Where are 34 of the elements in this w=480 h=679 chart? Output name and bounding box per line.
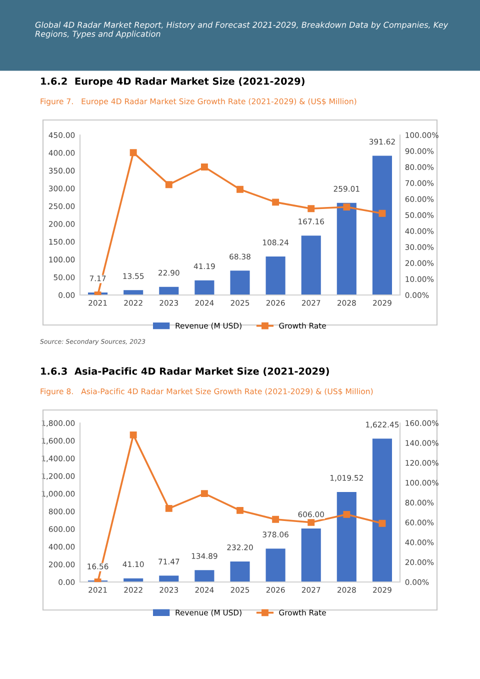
point [272, 516, 280, 523]
point [236, 186, 244, 193]
bar [266, 548, 286, 582]
point [343, 510, 350, 518]
bar [336, 492, 356, 582]
point [308, 205, 315, 212]
bar [230, 561, 250, 582]
point [378, 520, 386, 527]
point [130, 431, 137, 438]
bar [372, 438, 392, 582]
point [200, 490, 208, 498]
point [165, 504, 172, 512]
point [200, 164, 208, 170]
bar [336, 202, 356, 295]
text: Global 4D Radar Market Report, History and Forecast 2021-2029, Breakdown Data by Companies, Key Regions, Types and Application [35, 22, 448, 38]
point [308, 518, 315, 526]
bar [230, 270, 250, 295]
bar [301, 528, 321, 582]
bar [372, 156, 392, 295]
text: 1.6.2 Europe 4D Radar Market Size (2021-2029) [41, 77, 304, 87]
text: 1.6.3 Asia-Pacific 4D Radar Market Size (2021-2029) [41, 367, 329, 376]
bar [266, 256, 286, 295]
bar [159, 576, 179, 582]
point [165, 181, 172, 188]
bar [194, 280, 214, 295]
bar [124, 290, 144, 295]
bar [194, 570, 214, 582]
bar [301, 236, 321, 295]
point [378, 210, 386, 217]
point [343, 204, 350, 210]
point [130, 149, 137, 156]
point [272, 198, 280, 206]
point [236, 506, 244, 514]
bar [159, 286, 179, 295]
